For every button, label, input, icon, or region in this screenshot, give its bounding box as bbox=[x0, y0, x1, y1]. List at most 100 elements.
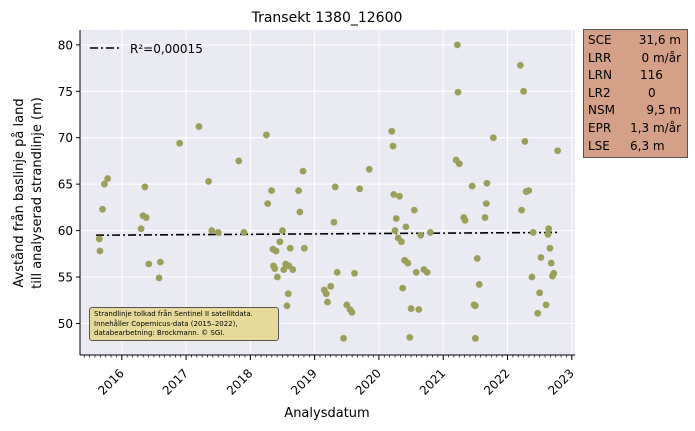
data-point bbox=[99, 205, 106, 213]
data-point bbox=[546, 244, 554, 252]
data-point bbox=[365, 165, 373, 173]
data-point bbox=[412, 268, 420, 276]
data-point bbox=[348, 308, 356, 316]
data-point bbox=[423, 268, 431, 276]
scatter-points bbox=[95, 41, 562, 342]
stat-label: EPR bbox=[588, 120, 612, 135]
data-point bbox=[520, 87, 527, 95]
data-point bbox=[327, 282, 335, 290]
stat-row-sce: SCE 31,6 m bbox=[588, 32, 683, 50]
y-tick-label: 75 bbox=[58, 85, 73, 99]
data-point bbox=[461, 216, 469, 224]
data-point bbox=[550, 269, 558, 277]
stat-value: 1,3 m/år bbox=[630, 120, 681, 135]
data-point bbox=[398, 238, 405, 246]
data-point bbox=[155, 274, 163, 282]
stat-row-lrr: LRR 0 m/år bbox=[588, 50, 683, 68]
data-point bbox=[529, 229, 537, 236]
y-axis-label-line2: till analyserad strandlinje (m) bbox=[30, 97, 45, 289]
grid bbox=[80, 30, 575, 355]
stat-label: NSM bbox=[588, 103, 615, 118]
y-tick-label: 80 bbox=[58, 38, 73, 52]
data-point bbox=[482, 200, 490, 208]
stat-row-lse: LSE 6,3 m bbox=[588, 138, 683, 156]
stat-row-lrn: LRN 116 bbox=[588, 67, 683, 85]
data-point bbox=[240, 229, 248, 236]
data-point bbox=[391, 227, 399, 234]
data-point bbox=[195, 123, 203, 130]
data-point bbox=[296, 208, 304, 216]
stat-value: 31,6 m bbox=[638, 33, 681, 47]
data-point bbox=[536, 289, 544, 297]
data-point bbox=[399, 284, 407, 292]
data-point bbox=[286, 244, 294, 252]
stat-value: 0 bbox=[648, 85, 656, 100]
data-point bbox=[554, 147, 562, 155]
data-point bbox=[299, 167, 307, 175]
data-point bbox=[406, 333, 414, 341]
data-point bbox=[483, 179, 491, 187]
data-point bbox=[340, 334, 347, 342]
y-tick-label: 60 bbox=[58, 224, 73, 238]
data-point bbox=[475, 281, 483, 288]
x-tick-label: 2016 bbox=[95, 366, 126, 397]
data-point bbox=[471, 302, 479, 310]
legend: R²=0,00015 bbox=[90, 42, 203, 56]
data-point bbox=[95, 235, 103, 243]
data-point bbox=[426, 229, 434, 236]
data-point bbox=[300, 244, 308, 252]
data-point bbox=[453, 41, 461, 49]
stat-value: 0 m/år bbox=[641, 50, 681, 65]
stat-label: SCE bbox=[588, 33, 612, 47]
data-point bbox=[276, 238, 284, 246]
data-point bbox=[214, 229, 222, 236]
legend-label: R²=0,00015 bbox=[130, 42, 203, 56]
data-point bbox=[528, 273, 536, 281]
data-point bbox=[295, 187, 302, 195]
data-point bbox=[271, 265, 279, 273]
stat-label: LR2 bbox=[588, 85, 611, 100]
data-point bbox=[330, 218, 338, 226]
data-point bbox=[324, 298, 331, 306]
data-point bbox=[415, 306, 423, 313]
y-tick-label: 65 bbox=[58, 178, 73, 192]
data-point bbox=[417, 231, 425, 239]
data-point bbox=[137, 225, 145, 233]
data-point bbox=[545, 225, 553, 233]
data-point bbox=[518, 206, 526, 214]
data-point bbox=[454, 88, 462, 96]
data-point bbox=[322, 290, 330, 298]
stat-row-nsm: NSM 9,5 m bbox=[588, 102, 683, 120]
data-point bbox=[284, 290, 292, 298]
y-tick-label: 70 bbox=[58, 131, 73, 145]
data-point bbox=[516, 61, 524, 69]
x-tick-label: 2021 bbox=[417, 366, 448, 397]
data-point bbox=[356, 185, 364, 193]
data-point bbox=[331, 183, 339, 191]
stat-value: 6,3 m bbox=[630, 138, 665, 153]
x-tick-label: 2020 bbox=[353, 366, 384, 397]
data-point bbox=[268, 187, 275, 195]
x-tick-label: 2022 bbox=[481, 366, 512, 397]
data-point bbox=[273, 273, 281, 281]
data-point bbox=[410, 206, 418, 214]
data-point bbox=[521, 138, 529, 145]
data-point bbox=[537, 254, 545, 261]
data-point bbox=[235, 157, 243, 165]
data-point bbox=[534, 309, 542, 317]
data-point bbox=[272, 247, 280, 255]
data-point bbox=[388, 127, 396, 135]
y-tick-label: 55 bbox=[58, 271, 73, 285]
data-point bbox=[264, 200, 272, 208]
data-point bbox=[542, 301, 550, 309]
stat-row-epr: EPR 1,3 m/år bbox=[588, 120, 683, 138]
stat-value: 116 bbox=[640, 68, 663, 83]
data-point bbox=[279, 227, 286, 234]
y-tick-label: 50 bbox=[58, 317, 73, 331]
data-point bbox=[145, 260, 153, 268]
statistics-box: SCE 31,6 m LRR 0 m/år LRN 116 LR2 0 NSM … bbox=[583, 29, 688, 158]
data-point bbox=[208, 227, 216, 234]
data-point bbox=[101, 180, 108, 188]
data-point bbox=[289, 266, 297, 273]
